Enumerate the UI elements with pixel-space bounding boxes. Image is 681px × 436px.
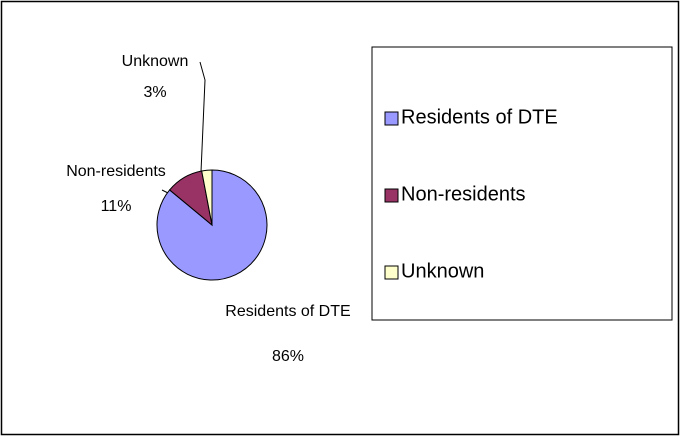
slice-label: Unknown: [122, 53, 189, 70]
slice-value-label: 11%: [101, 198, 132, 215]
slice-value-label: 3%: [143, 84, 166, 101]
legend-swatch: [384, 265, 399, 280]
pie-slice: [201, 169, 213, 226]
slice-label: Non-residents: [66, 163, 166, 180]
slice-label: Residents of DTE: [225, 303, 350, 320]
leader-line: [161, 189, 169, 194]
legend-label: Non-residents: [401, 183, 526, 205]
slice-value-label: 86%: [272, 348, 304, 365]
legend-label: Unknown: [401, 260, 484, 282]
legend-box: [371, 46, 673, 321]
legend-swatch: [384, 111, 399, 126]
leader-line: [199, 61, 206, 173]
legend-label: Residents of DTE: [401, 106, 558, 128]
legend-swatch: [384, 188, 399, 203]
